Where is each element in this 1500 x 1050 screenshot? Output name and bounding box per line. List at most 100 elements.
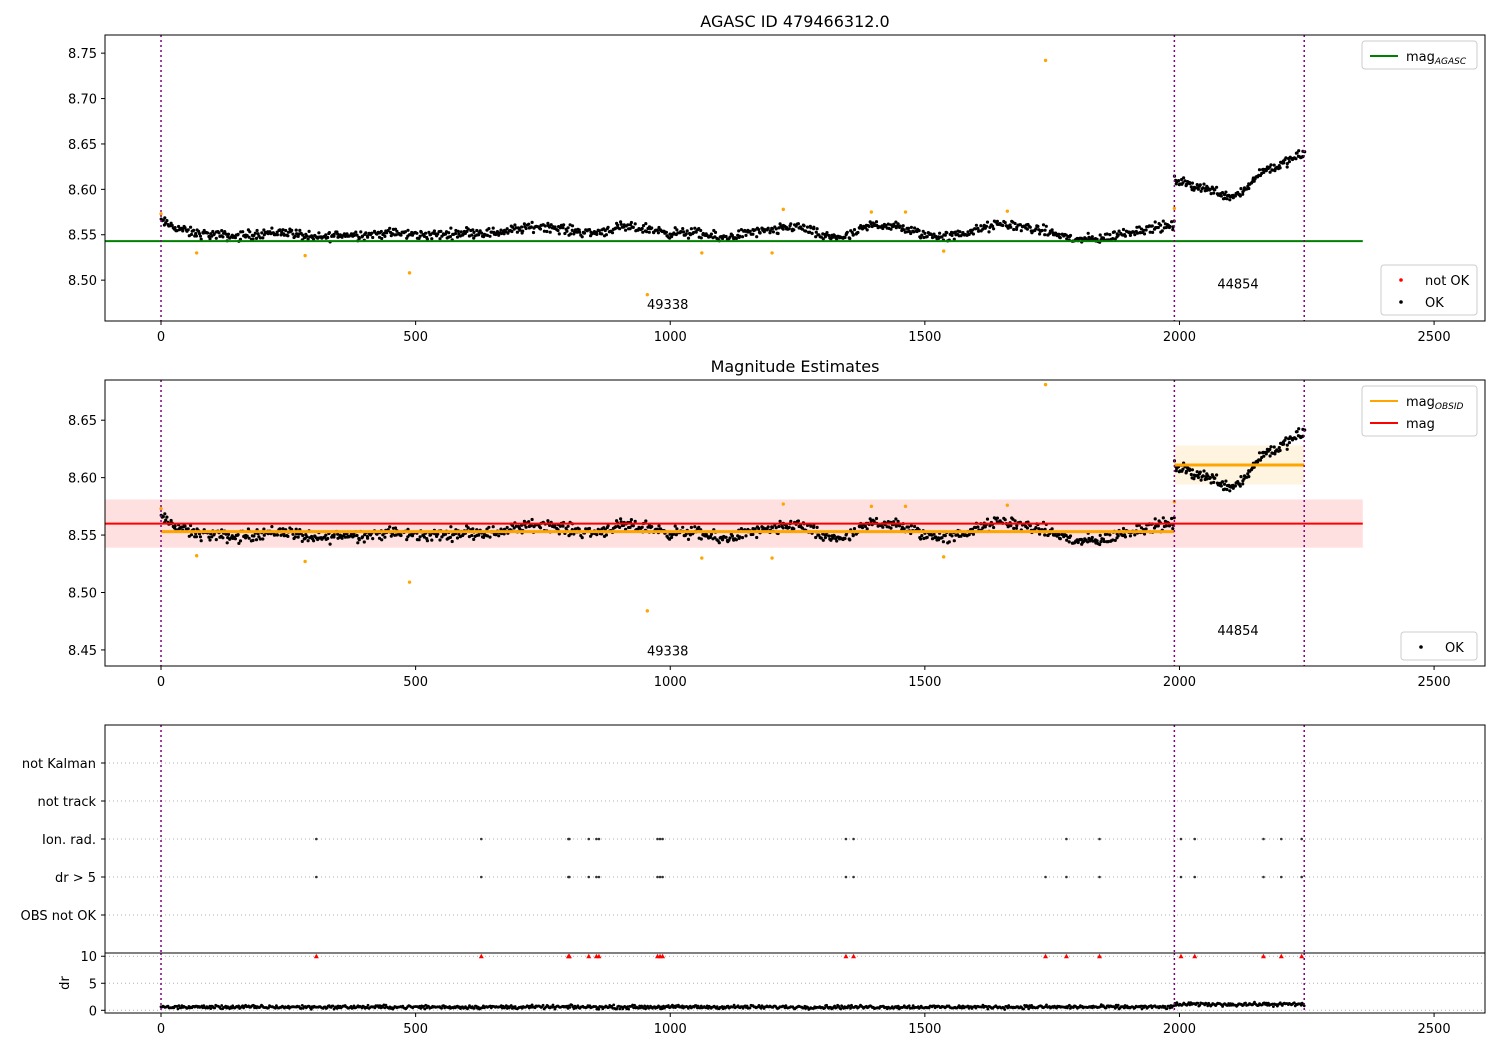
ok-point [817,533,821,537]
ok-point [1171,527,1175,531]
dr-point [551,1003,555,1007]
ok-point [1297,149,1301,153]
ok-point [796,519,801,523]
dr-point [1165,1007,1169,1011]
ok-point [851,232,855,237]
ok-point [863,524,868,529]
ok-point [1057,532,1061,537]
ok-point [563,231,567,236]
x-tick-label: 2000 [1163,1022,1196,1037]
ok-point [467,234,471,238]
y-tick-label: 8.50 [68,586,97,601]
ok-point [510,523,515,528]
ok-point [1123,535,1127,539]
dr-point [1140,1007,1144,1011]
ok-point [919,236,923,240]
ok-point [655,527,660,531]
ok-point [1108,233,1112,237]
ok-point [812,225,816,229]
ok-point [1068,233,1073,238]
ok-point [487,525,491,529]
ok-point [161,515,165,519]
ok-point [751,532,755,537]
ok-point [357,538,361,542]
ok-point [1208,476,1212,480]
y-tick-label: 8.60 [68,183,97,198]
ok-point [920,233,924,237]
ok-point [622,523,626,528]
x-tick-label: 1000 [654,330,687,345]
ok-point [1034,227,1038,231]
ok-point [792,228,796,232]
dr-point [1244,1001,1247,1005]
ok-point [521,229,525,233]
ok-point [1043,233,1047,237]
dr-point [627,1007,630,1011]
ok-point [774,227,778,231]
ok-point [889,227,893,231]
flag-point [1098,837,1101,841]
ok-point [728,235,732,239]
flag-point [1044,875,1047,879]
ok-point [597,229,601,233]
clipped-dr-marker [1097,953,1103,959]
ok-point [562,223,566,227]
ok-point [261,537,265,541]
ok-point [1006,525,1010,529]
ok-point [618,227,622,231]
y-tick-label: 10 [80,950,97,965]
ok-point [502,232,506,236]
ok-point [734,538,739,542]
ok-point [527,520,531,524]
ok-point [1196,475,1200,480]
ok-point [1181,181,1185,185]
ok-point [262,533,266,537]
ok-point [1262,454,1266,458]
ok-point [852,527,857,531]
ok-point [1258,458,1263,462]
ok-point [175,229,179,233]
flag-point [844,837,848,841]
ok-point [1142,232,1147,236]
ok-point [1190,468,1194,472]
x-axis: 0 500 1000 1500 2000 2500 [157,666,1451,690]
ok-point [1128,534,1132,538]
dr-point [1027,1007,1030,1011]
ok-point [1206,186,1210,190]
outlier-point [303,253,307,258]
ok-point [1139,526,1144,530]
x-tick-label: 0 [157,330,165,345]
ok-point [616,223,620,227]
ok-point [881,525,885,529]
ok-point [449,525,453,529]
ok-point [1025,526,1029,530]
ok-point [307,229,311,233]
ok-point [208,538,212,542]
ok-point [657,225,661,230]
ok-point [886,222,890,226]
ok-point [1252,465,1256,469]
ok-point [487,227,491,231]
dr-point [839,1007,842,1011]
ok-point [394,233,398,237]
ok-point [650,525,654,529]
dr-point [213,1006,217,1010]
dr-point [748,1006,752,1010]
outlier-point [869,210,874,214]
y-tick-label: 8.65 [68,138,97,153]
ok-point [186,228,190,232]
ok-point [198,535,202,539]
dr-point [1272,1005,1275,1008]
ok-point [207,535,211,539]
ok-point [1294,157,1298,161]
outlier-point [903,504,908,509]
ok-point [789,519,793,523]
ok-point [881,226,885,231]
ok-point [995,219,1000,223]
ok-point [633,519,637,524]
ok-point [860,526,865,530]
ok-point [979,224,983,228]
ok-point [1225,487,1229,492]
ok-point [1268,170,1272,174]
ok-point [629,220,634,225]
